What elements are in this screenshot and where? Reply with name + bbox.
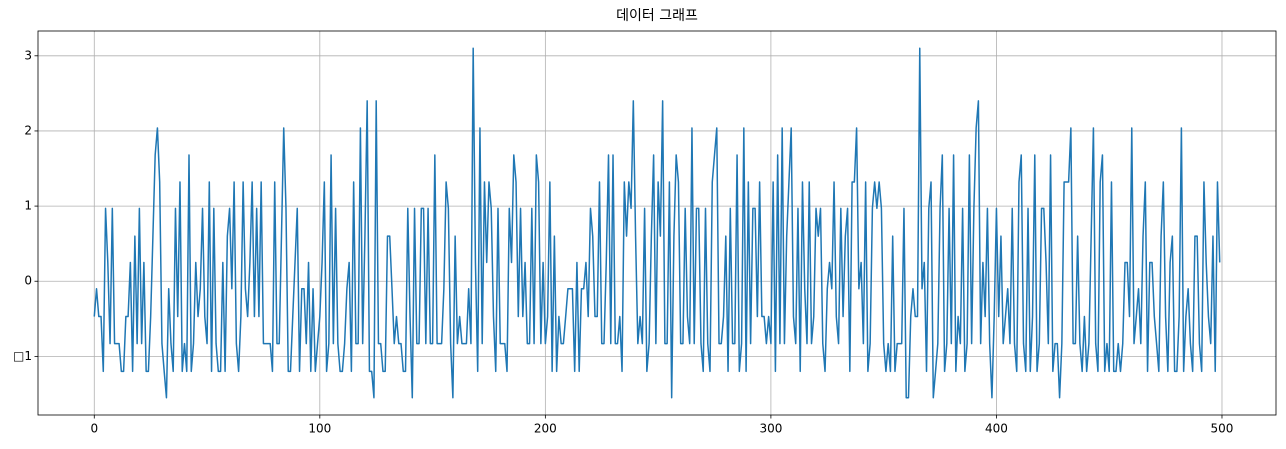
y-tick-label: 3: [24, 48, 32, 62]
y-tick-label: □1: [13, 349, 32, 363]
x-tick-label: 300: [759, 422, 782, 436]
x-tick-label: 0: [90, 422, 98, 436]
chart-title: 데이터 그래프: [616, 8, 698, 24]
y-tick-label: 1: [24, 199, 32, 213]
x-tick-label: 100: [308, 422, 331, 436]
x-tick-label: 500: [1211, 422, 1234, 436]
x-tick-label: 200: [534, 422, 557, 436]
y-tick-label: 0: [24, 274, 32, 288]
y-tick-label: 2: [24, 123, 32, 137]
x-tick-label: 400: [985, 422, 1008, 436]
data-line: [93, 47, 1221, 399]
plot-frame: [37, 30, 1277, 416]
